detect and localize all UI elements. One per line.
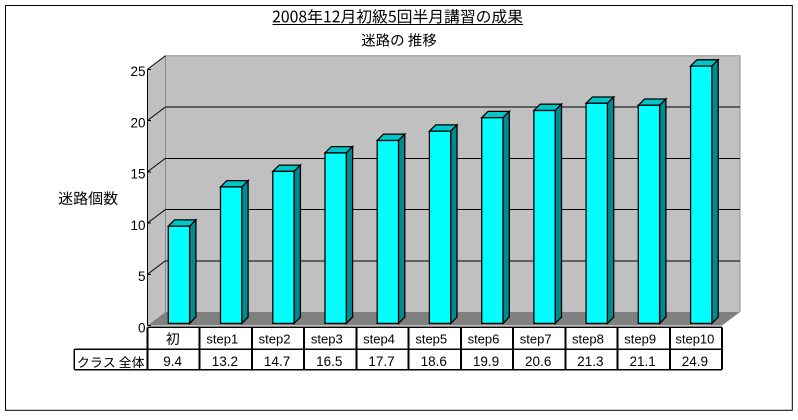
svg-text:17.7: 17.7 [368,354,394,369]
svg-text:0: 0 [138,320,146,335]
svg-text:5: 5 [138,269,146,284]
svg-text:step7: step7 [520,331,552,346]
svg-text:15: 15 [130,167,145,182]
svg-text:9.4: 9.4 [163,354,182,369]
svg-text:24.9: 24.9 [682,354,708,369]
svg-text:step10: step10 [675,331,714,346]
svg-text:step1: step1 [206,331,238,346]
svg-text:step8: step8 [572,331,604,346]
svg-text:step6: step6 [468,331,500,346]
svg-text:step5: step5 [415,331,447,346]
svg-text:16.5: 16.5 [316,354,342,369]
svg-text:20.6: 20.6 [525,354,551,369]
svg-text:21.1: 21.1 [630,354,656,369]
svg-text:18.6: 18.6 [421,354,447,369]
svg-text:10: 10 [130,218,145,233]
svg-text:step3: step3 [311,331,343,346]
svg-text:14.7: 14.7 [264,354,290,369]
svg-text:25: 25 [130,64,145,79]
svg-text:step2: step2 [259,331,291,346]
svg-text:21.3: 21.3 [577,354,603,369]
svg-text:13.2: 13.2 [212,354,238,369]
svg-text:20: 20 [130,115,145,130]
svg-text:19.9: 19.9 [473,354,499,369]
svg-text:step9: step9 [624,331,656,346]
svg-text:step4: step4 [363,331,395,346]
